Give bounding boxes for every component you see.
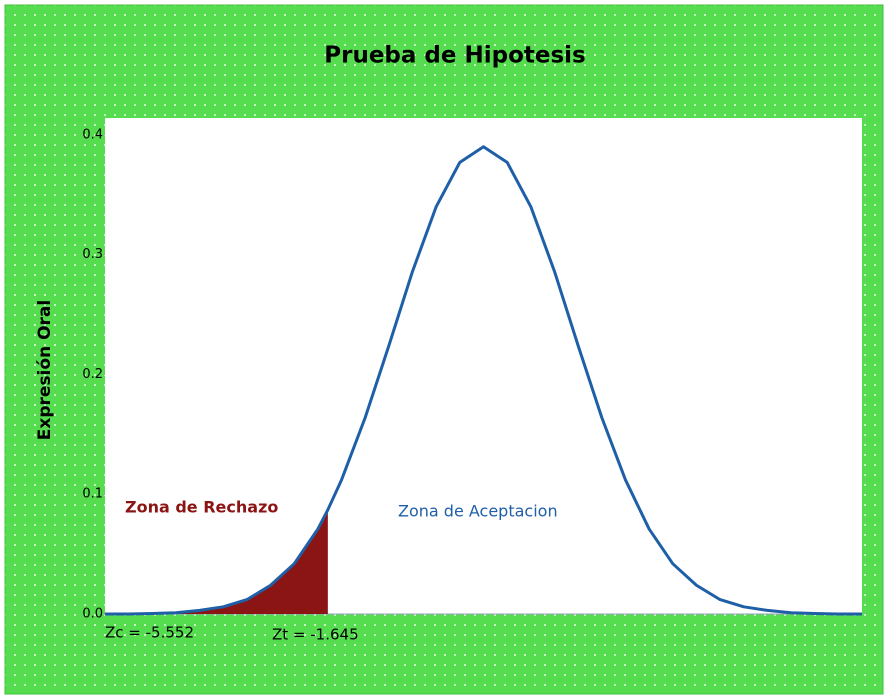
annotation: Zt = -1.645	[272, 626, 359, 644]
y-tick-label: 0.1	[82, 487, 103, 502]
annotation: Zc = -5.552	[105, 624, 194, 642]
y-axis-label: Expresión Oral	[35, 300, 55, 440]
curve	[105, 145, 862, 616]
chart-title: Prueba de Hipotesis	[324, 43, 586, 69]
rejection-region	[105, 509, 328, 614]
annotation: Zona de Rechazo	[125, 498, 278, 517]
y-tick-label: 0.4	[82, 127, 103, 142]
plot-area	[105, 118, 862, 614]
annotation: Zona de Aceptacion	[398, 502, 558, 521]
y-tick-label: 0.0	[82, 607, 103, 622]
y-tick-label: 0.2	[82, 367, 103, 382]
y-tick-label: 0.3	[82, 247, 103, 262]
